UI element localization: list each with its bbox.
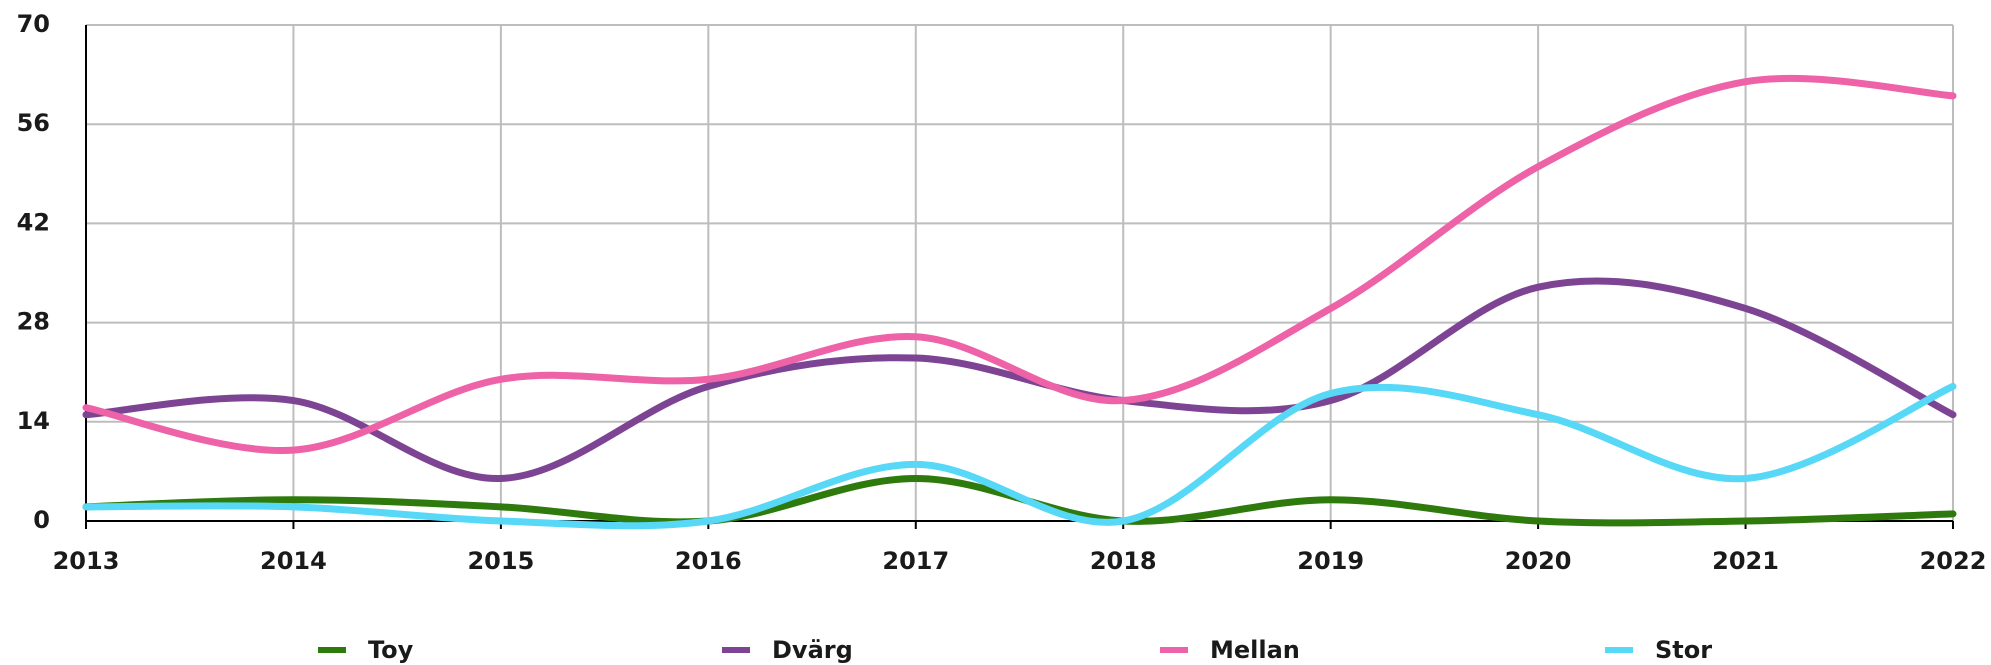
y-tick-label: 14 bbox=[17, 407, 50, 435]
x-tick-label: 2016 bbox=[675, 547, 742, 575]
y-tick-label: 42 bbox=[17, 208, 50, 236]
y-tick-label: 0 bbox=[33, 506, 50, 534]
x-tick-label: 2014 bbox=[260, 547, 327, 575]
x-tick-label: 2018 bbox=[1090, 547, 1157, 575]
series-line bbox=[82, 382, 1957, 530]
legend-label: Toy bbox=[368, 636, 414, 664]
legend-label: Mellan bbox=[1210, 636, 1300, 664]
x-tick-label: 2021 bbox=[1712, 547, 1779, 575]
y-tick-label: 28 bbox=[17, 308, 50, 336]
x-tick-label: 2017 bbox=[882, 547, 949, 575]
series-line bbox=[82, 74, 1957, 455]
x-tick-label: 2013 bbox=[53, 547, 120, 575]
series-line bbox=[82, 277, 1957, 482]
x-tick-label: 2015 bbox=[467, 547, 534, 575]
legend-label: Dvärg bbox=[772, 636, 853, 664]
legend-label: Stor bbox=[1655, 636, 1712, 664]
x-tick-label: 2020 bbox=[1505, 547, 1572, 575]
x-tick-label: 2019 bbox=[1297, 547, 1364, 575]
x-tick-label: 2022 bbox=[1920, 547, 1987, 575]
y-tick-label: 56 bbox=[17, 109, 50, 137]
y-tick-label: 70 bbox=[17, 10, 50, 38]
